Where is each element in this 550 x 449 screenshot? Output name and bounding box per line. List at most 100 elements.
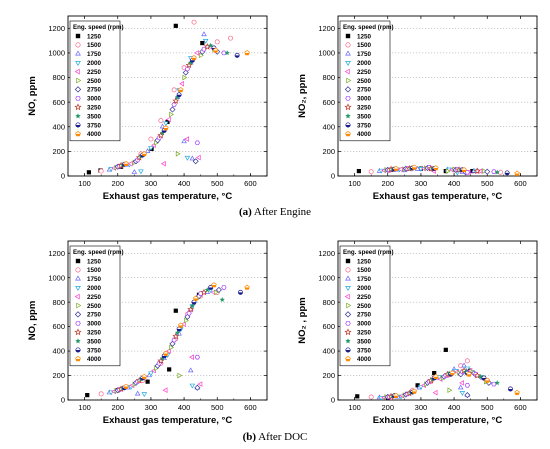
data-point-1750 [201,31,207,37]
panel-b-right: 100 200 300 400 500 600 0 200 400 600 800 1000 1200 E… [297,240,538,426]
y-tick-label: 200 [322,371,335,380]
data-point-3000 [194,140,200,146]
data-point-3000 [221,50,227,56]
panel-b-left: 100 200 300 400 500 600 0 200 400 600 800 1000 1200 E… [27,240,268,426]
data-point-1250 [86,170,91,175]
legend-label: 2500 [87,78,102,85]
data-point-2500 [169,344,175,351]
data-point-1500 [171,87,177,93]
x-tick-label: 100 [78,403,91,412]
y-tick-label: 0 [331,172,335,181]
data-point-4000 [449,370,456,376]
data-point-2250 [432,389,438,396]
legend-label: 4000 [87,131,102,138]
legend-label: 1750 [87,51,102,58]
legend-label: 2500 [357,303,372,310]
data-point-4000 [211,282,217,288]
legend-marker-4000 [345,130,351,137]
y-axis-label: NO₂, ppm [297,74,308,118]
legend-label: 2500 [87,303,102,310]
data-point-2500 [175,151,181,157]
caption-b-text: After DOC [256,431,308,443]
y-tick-label: 400 [322,347,335,356]
legend-label: 1500 [357,267,372,274]
y-tick-label: 600 [52,98,65,107]
data-point-4000 [393,392,399,399]
legend-label: 2750 [357,87,372,94]
data-point-4000 [123,160,129,166]
legend-marker-2000 [345,286,351,292]
legend-label: 2250 [87,294,102,301]
legend-marker-3250 [74,103,82,111]
legend-label: 1500 [87,267,102,274]
data-point-3750 [208,285,214,290]
y-tick-label: 200 [52,147,65,156]
data-point-3250 [172,332,180,340]
y-tick-label: 600 [52,322,65,331]
data-point-2250 [194,50,199,56]
data-point-2500 [482,168,488,174]
legend-label: 3000 [87,96,102,103]
data-point-1250 [145,379,150,384]
x-tick-label: 300 [145,403,158,412]
data-point-3500 [204,287,210,293]
data-point-4000 [192,295,199,301]
x-tick-label: 300 [415,179,428,188]
legend-marker-3750 [75,122,81,128]
y-tick-label: 200 [322,147,335,156]
legend-label: 2750 [87,312,102,319]
data-point-1250 [85,393,90,398]
data-point-1750 [134,390,141,396]
data-point-3750 [191,299,197,305]
legend-label: 1750 [87,276,102,283]
legend-label: 1250 [357,258,372,265]
y-tick-label: 1200 [48,249,65,258]
x-axis-label: Exhaust gas temperature, °C [373,191,503,202]
legend-marker-1750 [345,275,351,281]
legend-marker-2750 [344,311,352,318]
data-point-4000 [393,165,399,171]
y-tick-label: 600 [322,322,335,331]
data-point-2000 [148,146,154,151]
legend-label: 3750 [87,122,102,129]
data-point-3500 [159,130,166,136]
y-tick-label: 1000 [48,273,65,282]
data-point-2250 [459,380,464,386]
data-point-2250 [160,160,166,167]
legend-label: 2500 [357,78,372,85]
legend-label: 3750 [357,347,372,354]
x-tick-label: 400 [448,179,461,188]
data-point-1250 [167,367,172,372]
legend-label: 3500 [87,338,102,345]
data-point-2000 [464,366,471,372]
data-point-1750 [187,367,194,373]
y-tick-label: 1000 [318,273,335,282]
x-tick-label: 200 [111,403,124,412]
panel-a-left: 100 200 300 400 500 600 0 200 400 600 800 1000 1200 E… [27,15,268,202]
y-axis-label: NO, ppm [27,301,38,341]
legend-marker-2750 [344,86,352,93]
legend-label: 1250 [87,258,102,265]
legend-label: 2000 [357,60,372,67]
data-point-4000 [141,150,147,157]
data-point-1500 [228,35,233,41]
data-point-3500 [189,303,195,309]
x-tick-label: 600 [244,179,257,188]
legend-marker-4000 [75,355,81,362]
legend-marker-1250 [75,258,81,264]
legend-marker-1750 [345,50,351,56]
legend-label: 3000 [357,96,372,103]
data-point-4000 [461,166,467,173]
data-point-3000 [201,46,207,52]
legend-marker-1750 [75,50,81,56]
legend-marker-2000 [345,61,351,67]
legend-label: 1750 [357,276,372,283]
data-point-2250 [184,136,190,142]
data-point-3000 [464,383,470,388]
legend-title: Eng. speed (rpm) [343,24,394,31]
data-point-2500 [169,111,175,118]
legend-marker-2000 [75,61,81,67]
x-axis-label: Exhaust gas temperature, °C [103,415,233,426]
data-point-1750 [131,169,138,174]
